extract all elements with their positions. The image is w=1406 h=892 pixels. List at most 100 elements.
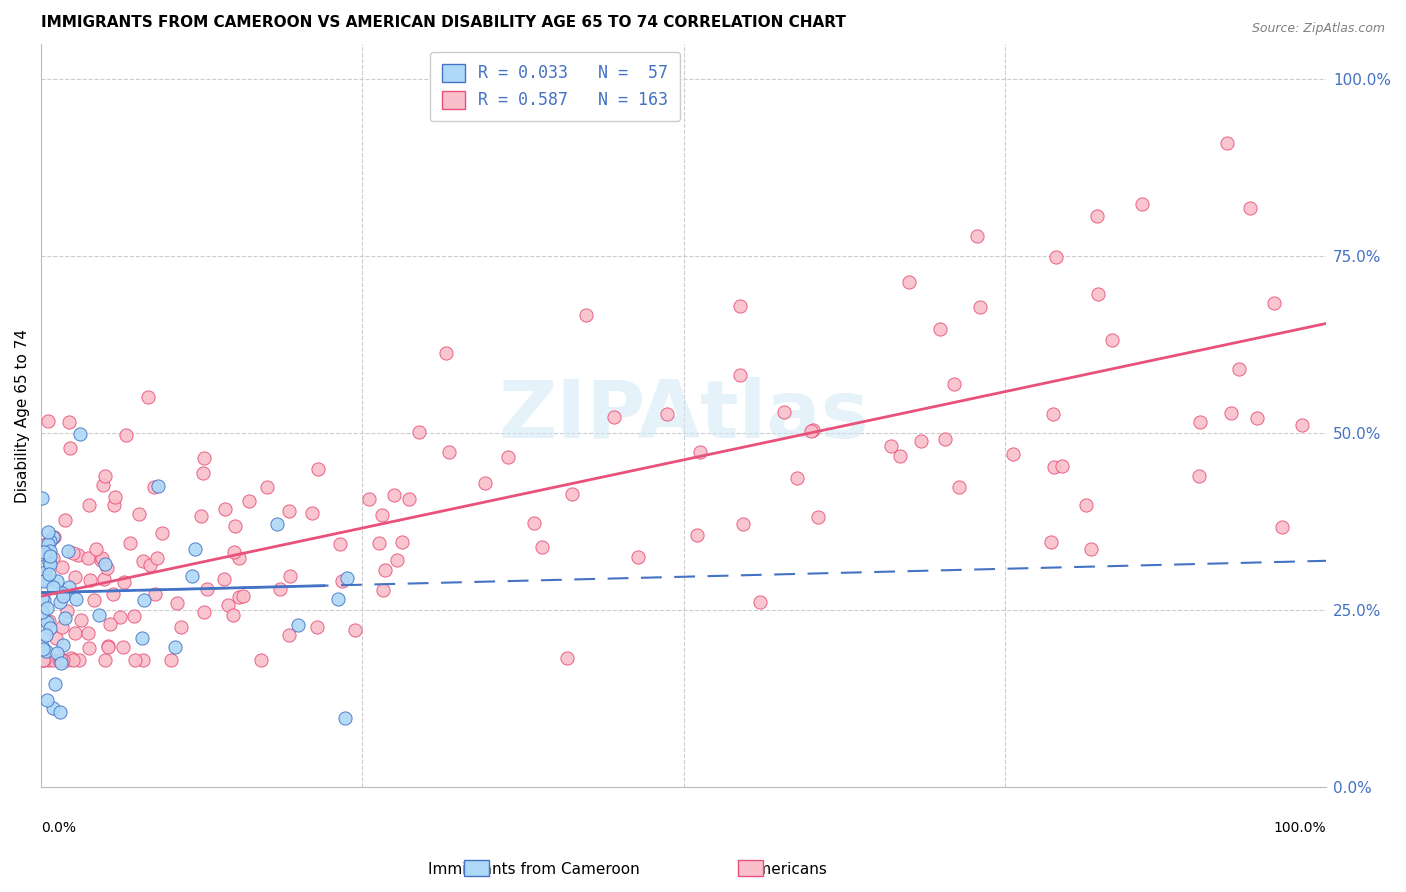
Point [371,508,394,522]
Point [77,625,100,640]
Point [889,449,911,463]
Point [238,494,260,508]
Point [214,501,236,516]
Point [1087,287,1109,301]
Point [1101,333,1123,347]
Point [143,587,166,601]
Point [749,595,772,609]
Point [391,534,413,549]
Point [232,589,254,603]
Point [58,580,80,594]
Point [557,651,579,665]
Y-axis label: Disability Age 65 to 74: Disability Age 65 to 74 [15,328,30,502]
Point [97,639,120,653]
Point [76,551,98,566]
Point [39,549,62,563]
Point [266,516,288,531]
Point [42,701,65,715]
Point [38,653,60,667]
Point [193,605,215,619]
Point [42,530,65,544]
Point [59,441,82,455]
Point [39,621,62,635]
Point [880,439,903,453]
Point [249,653,271,667]
Point [32,653,55,667]
Point [31,548,53,562]
Point [49,595,72,609]
Point [166,596,188,610]
Point [943,377,966,392]
Point [269,582,291,596]
Point [70,614,93,628]
Point [1080,541,1102,556]
Point [530,540,553,554]
Point [31,653,53,667]
Point [93,572,115,586]
Point [222,544,245,558]
Point [38,533,60,548]
Point [897,275,920,289]
Point [48,653,70,667]
Point [256,480,278,494]
Point [46,646,69,660]
Point [1246,410,1268,425]
Point [111,640,134,654]
Point [1002,447,1025,461]
Point [772,404,794,418]
Point [31,604,53,618]
Point [114,428,136,442]
Point [45,632,67,646]
Point [224,518,246,533]
Point [228,590,250,604]
Point [307,462,329,476]
Point [35,644,58,658]
Point [278,568,301,582]
Point [689,445,711,459]
Point [38,556,60,570]
Point [83,593,105,607]
Point [49,653,72,667]
Point [131,554,153,568]
Point [222,607,245,622]
Point [67,653,90,667]
Point [786,471,808,485]
Point [1050,458,1073,473]
Point [79,573,101,587]
Point [98,616,121,631]
Point [969,300,991,314]
Point [1132,196,1154,211]
Point [301,506,323,520]
Point [184,542,207,557]
Point [77,499,100,513]
Point [131,631,153,645]
Point [385,553,408,567]
Point [195,582,218,597]
Point [60,650,83,665]
Point [371,583,394,598]
Point [44,677,66,691]
Point [1074,498,1097,512]
Point [32,593,55,607]
Point [807,509,830,524]
Point [343,623,366,637]
Point [51,589,73,603]
Point [101,587,124,601]
Point [124,609,146,624]
Point [1271,520,1294,534]
Text: 100.0%: 100.0% [1274,821,1326,835]
Point [575,308,598,322]
Point [190,508,212,523]
Point [217,598,239,612]
Point [32,611,55,625]
Point [35,601,58,615]
Point [97,640,120,655]
Point [51,620,73,634]
Point [329,537,352,551]
Point [523,516,546,531]
Point [357,491,380,506]
Point [37,524,59,539]
Point [34,565,56,579]
Point [42,550,65,565]
Point [35,692,58,706]
